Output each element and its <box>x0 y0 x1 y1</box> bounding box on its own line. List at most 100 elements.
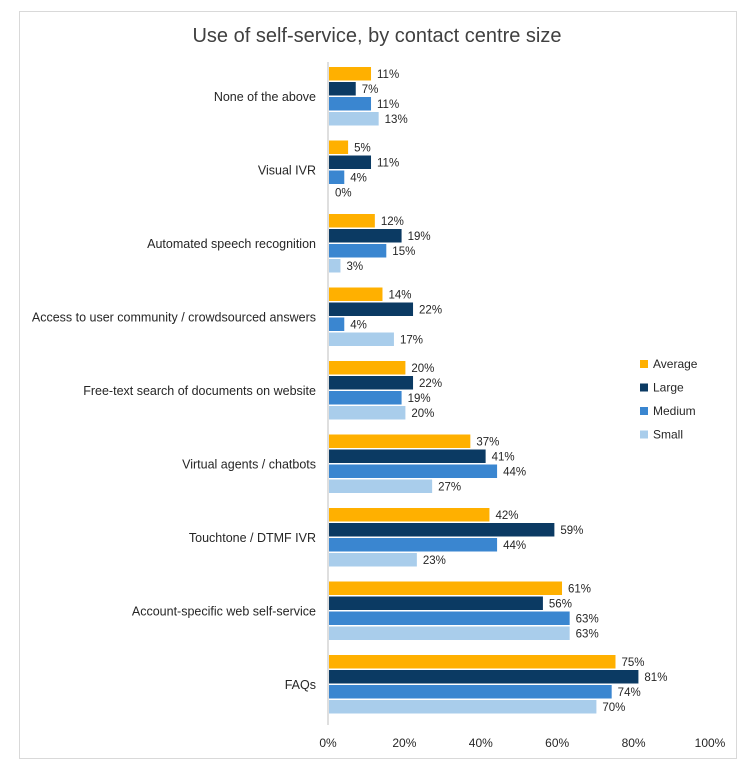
data-label: 63% <box>576 629 599 641</box>
data-label: 11% <box>377 99 399 111</box>
data-label: 42% <box>495 510 518 522</box>
category-label: None of the above <box>214 90 316 104</box>
data-label: 22% <box>419 305 442 317</box>
data-label: 17% <box>400 335 423 347</box>
bar-large <box>329 523 555 537</box>
legend-swatch-small <box>640 430 648 439</box>
data-label: 15% <box>392 246 415 258</box>
data-label: 5% <box>354 143 371 155</box>
bar-small <box>329 259 341 273</box>
x-tick-label: 100% <box>695 736 726 750</box>
bar-large <box>329 596 543 610</box>
data-label: 20% <box>411 408 434 420</box>
bar-small <box>329 479 433 493</box>
data-label: 13% <box>385 114 408 126</box>
bar-small <box>329 700 597 714</box>
bar-small <box>329 332 394 346</box>
legend-label-medium: Medium <box>653 404 696 418</box>
bar-medium <box>329 244 387 258</box>
legend-swatch-average <box>640 360 648 368</box>
bar-medium <box>329 317 345 331</box>
x-tick-label: 20% <box>392 736 416 750</box>
x-axis-ticks: 0% 20% 40% 60% 80% 100% <box>319 736 725 750</box>
data-label: 14% <box>388 290 411 302</box>
legend-swatch-medium <box>640 407 648 415</box>
category-labels: None of the above Visual IVR Automated spe… <box>32 90 316 692</box>
x-tick-label: 40% <box>469 736 493 750</box>
data-label: 56% <box>549 599 572 611</box>
data-label: 44% <box>503 540 526 552</box>
bar-small <box>329 406 406 420</box>
data-label: 20% <box>411 363 434 375</box>
bar-large <box>329 376 414 390</box>
bar-average <box>329 214 375 228</box>
category-label: Virtual agents / chatbots <box>182 458 316 472</box>
data-label: 41% <box>492 452 515 464</box>
x-tick-label: 0% <box>319 736 337 750</box>
data-label: 22% <box>419 378 442 390</box>
category-label: Account-specific web self-service <box>132 605 316 619</box>
data-label: 7% <box>362 84 379 96</box>
bar-medium <box>329 170 345 184</box>
bar-medium <box>329 538 498 552</box>
bar-average <box>329 581 563 595</box>
legend-label-large: Large <box>653 381 684 395</box>
legend-swatch-large <box>640 383 648 392</box>
bar-medium <box>329 391 402 405</box>
x-tick-label: 60% <box>545 736 569 750</box>
data-label: 74% <box>618 687 641 699</box>
data-label: 0% <box>335 188 352 200</box>
bar-average <box>329 361 406 375</box>
bar-large <box>329 82 356 96</box>
bar-average <box>329 287 383 301</box>
data-label: 27% <box>438 482 461 494</box>
data-label: 4% <box>350 320 367 332</box>
data-label: 44% <box>503 467 526 479</box>
bar-average <box>329 434 471 448</box>
data-label: 12% <box>381 216 404 228</box>
category-label: Free-text search of documents on website <box>83 384 316 398</box>
bar-medium <box>329 611 570 625</box>
data-label: 19% <box>408 231 431 243</box>
bar-medium <box>329 464 498 478</box>
bar-small <box>329 553 417 567</box>
category-label: Touchtone / DTMF IVR <box>189 531 316 545</box>
bar-small <box>329 626 570 640</box>
bar-average <box>329 67 372 81</box>
bar-average <box>329 140 349 154</box>
category-label: Automated speech recognition <box>147 237 316 251</box>
bar-large <box>329 155 372 169</box>
data-label: 11% <box>377 69 399 81</box>
bar-small <box>329 112 379 126</box>
data-label: 70% <box>602 702 625 714</box>
data-label: 37% <box>476 437 499 449</box>
bars-group: 11% 7% 11% 13% 5% 11% 4% 0% 12% 19% 15% 3% 14% 22% 4% 1… <box>329 67 667 714</box>
data-label: 23% <box>423 555 446 567</box>
chart-title: Use of self-service, by contact centre s… <box>192 25 561 47</box>
legend-label-average: Average <box>653 357 698 371</box>
category-label: Access to user community / crowdsourced … <box>32 311 316 325</box>
data-label: 59% <box>560 525 583 537</box>
category-label: FAQs <box>285 678 316 692</box>
data-label: 11% <box>377 158 399 170</box>
legend: Average Large Medium Small <box>640 357 698 442</box>
bar-average <box>329 655 616 669</box>
bar-large <box>329 670 639 684</box>
bar-large <box>329 302 414 316</box>
data-label: 4% <box>350 173 367 185</box>
data-label: 81% <box>644 672 667 684</box>
bar-medium <box>329 97 372 111</box>
bar-large <box>329 449 486 463</box>
data-label: 63% <box>576 614 599 626</box>
legend-label-small: Small <box>653 428 683 442</box>
data-label: 3% <box>346 261 363 273</box>
data-label: 19% <box>408 393 431 405</box>
data-label: 61% <box>568 584 591 596</box>
x-tick-label: 80% <box>622 736 646 750</box>
category-label: Visual IVR <box>258 164 316 178</box>
data-label: 75% <box>622 657 645 669</box>
bar-average <box>329 508 490 522</box>
bar-medium <box>329 685 612 699</box>
bar-large <box>329 229 402 243</box>
